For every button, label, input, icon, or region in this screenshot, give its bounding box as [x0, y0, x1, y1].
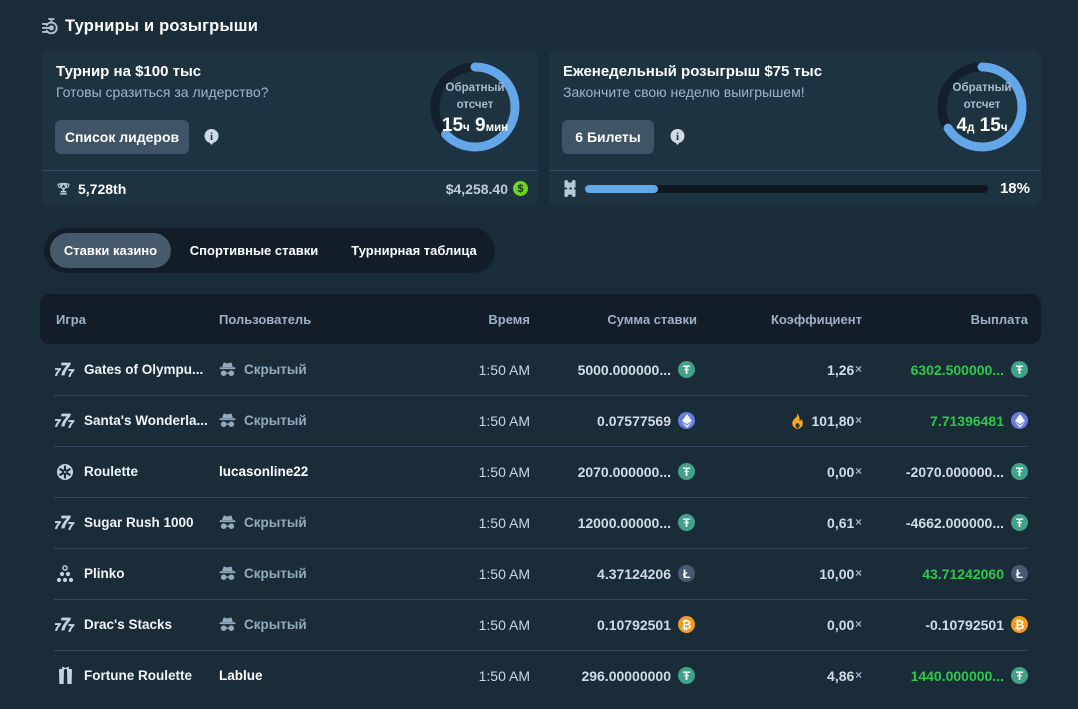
svg-text:7: 7	[55, 367, 62, 378]
svg-text:7: 7	[60, 514, 71, 532]
svg-text:7: 7	[60, 361, 71, 379]
svg-text:7: 7	[55, 418, 62, 429]
svg-text:7: 7	[68, 521, 75, 531]
svg-text:7: 7	[68, 623, 75, 633]
svg-text:i: i	[676, 131, 679, 143]
svg-text:7: 7	[60, 616, 71, 634]
svg-text:7: 7	[68, 419, 75, 429]
svg-text:i: i	[210, 131, 213, 143]
svg-text:7: 7	[60, 412, 71, 430]
svg-text:7: 7	[55, 622, 62, 633]
svg-text:7: 7	[68, 368, 75, 378]
svg-text:7: 7	[55, 520, 62, 531]
